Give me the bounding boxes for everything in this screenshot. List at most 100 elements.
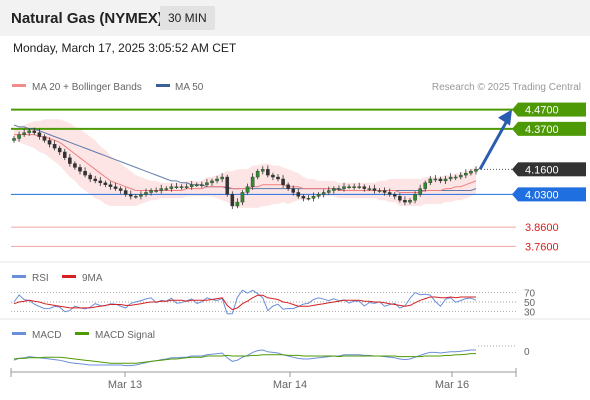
candle-body [352,186,356,188]
candle-body [154,190,158,192]
candle-body [296,192,301,197]
candle-body [144,192,148,195]
candle-body [438,178,443,182]
legend-ma20: MA 20 + Bollinger Bands [32,82,142,93]
timeframe-badge[interactable]: 30 MIN [160,6,215,30]
rsi-9ma-line [13,294,476,311]
candle-body [433,178,438,181]
candle-body [113,186,118,189]
ma20-line [14,134,477,193]
macd-tick-label: 0 [524,347,530,358]
candle-body [189,184,194,187]
candle-body [326,190,331,193]
x-tick-label: Mar 14 [273,379,307,391]
candle-body [210,180,214,184]
candle-body [22,132,26,135]
candle-body [443,178,448,182]
candle-body [423,182,428,189]
candle-body [332,188,336,191]
legend-macd: MACD [32,330,61,341]
candle-body [169,186,174,189]
level-label-pointer [512,187,518,202]
legend-swatch-ma50 [156,84,170,87]
level-label: 4.3700 [525,124,559,136]
candle-body [128,194,133,197]
candle-body [260,169,265,172]
candle-body [357,186,362,188]
report-datetime: Monday, March 17, 2025 3:05:52 AM CET [13,41,237,55]
candle-body [255,171,260,178]
candle-body [17,134,21,139]
candle-body [342,186,346,189]
candle-body [164,188,169,190]
legend-swatch-ma20 [12,84,26,87]
level-label-box [518,162,586,177]
legend-swatch-macd [12,332,26,335]
candle-body [174,186,179,188]
candle-body [98,180,103,184]
candle-body [392,194,397,197]
legend-rsi: RSI [32,273,49,284]
legend-9ma: 9MA [82,273,103,284]
candle-body [321,192,326,195]
candle-body [12,138,16,141]
candle-body [250,176,255,187]
candle-body [118,188,123,191]
candle-body [88,174,92,180]
candle-body [387,192,392,195]
candle-body [266,169,270,176]
level-label-pointer [512,121,518,136]
candle-body [184,186,189,188]
candle-body [159,188,164,191]
x-axis-ticks: Mar 13 Mar 14 Mar 16 [10,368,517,391]
candle-body [108,184,113,187]
candle-body [291,188,296,193]
x-tick-label: Mar 13 [108,379,142,391]
candle-body [408,199,412,203]
candle-body [93,178,98,182]
candle-body [281,178,285,185]
candle-body [469,171,473,174]
candle-body [78,167,82,172]
header-bar: Natural Gas (NYMEX) 30 MIN [0,0,590,36]
legend-swatch-rsi [12,275,26,278]
level-label-box [518,102,586,117]
candle-body [68,157,72,164]
candle-body [220,176,224,180]
macd-line [13,349,476,367]
candle-body [347,186,351,188]
candle-body [301,196,306,199]
candle-body [464,172,468,176]
candle-body [448,176,453,180]
candle-body [62,151,67,158]
projection-arrowhead [498,109,512,126]
candle-body [52,144,57,149]
candle-body [134,196,138,198]
level-label-box [518,187,586,202]
level-label-pointer [512,162,518,177]
legend-swatch-9ma [62,275,76,278]
candle-body [83,171,87,176]
level-label: 4.4700 [525,105,559,117]
rsi-line [13,289,477,315]
candle-body [37,132,42,137]
level-label-box [518,121,586,136]
candle-body [194,184,199,186]
candle-body [42,136,47,141]
candle-body [245,186,250,193]
candle-body [215,178,219,182]
level-label-pointer [512,102,518,117]
bollinger-band [14,119,476,208]
candle-body [418,188,422,195]
candle-body [372,188,377,191]
candle-body [73,163,77,168]
level-label: 3.7600 [525,241,559,253]
candle-body [306,198,311,200]
candle-body [240,192,245,203]
instrument-title: Natural Gas (NYMEX) [11,10,163,27]
candle-body [453,176,458,179]
candle-body [47,140,52,145]
candle-body [139,194,143,197]
macd-chart: 0 [13,345,530,367]
